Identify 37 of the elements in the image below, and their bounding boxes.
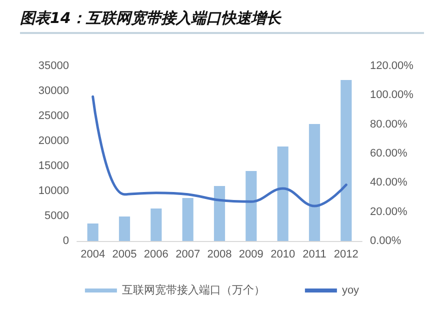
y2-tick-label: 120.00% — [370, 60, 414, 72]
y-tick-label: 35000 — [38, 60, 69, 72]
chart-title: 图表14：互联网宽带接入端口快速增长 — [20, 4, 424, 34]
bar — [87, 224, 98, 241]
x-tick-label: 2006 — [144, 248, 168, 260]
y2-tick-label: 20.00% — [370, 206, 408, 218]
legend-label: 互联网宽带接入端口（万个） — [122, 284, 265, 296]
x-tick-label: 2007 — [176, 248, 200, 260]
x-tick-label: 2011 — [302, 248, 326, 260]
bar — [182, 198, 194, 241]
y-tick-label: 25000 — [38, 110, 69, 122]
bar — [340, 80, 352, 241]
x-tick-label: 2009 — [238, 248, 264, 260]
y2-tick-label: 80.00% — [370, 118, 408, 130]
y-tick-label: 5000 — [44, 210, 69, 222]
y-tick-label: 15000 — [38, 160, 69, 172]
legend-label: yoy — [342, 284, 360, 296]
y2-tick-label: 100.00% — [370, 89, 414, 102]
bar — [246, 171, 257, 241]
bar — [150, 208, 162, 241]
x-tick-label: 2005 — [112, 248, 137, 260]
x-tick-label: 2008 — [207, 248, 232, 260]
y-tick-label: 0 — [62, 235, 69, 247]
y-tick-label: 10000 — [38, 185, 69, 197]
y2-tick-label: 60.00% — [370, 148, 408, 160]
bar — [118, 216, 130, 241]
y2-tick-label: 0.00% — [370, 235, 402, 247]
bar — [214, 186, 226, 241]
y-tick-label: 30000 — [38, 85, 69, 97]
x-tick-label: 2012 — [334, 248, 358, 260]
x-tick-label: 2010 — [270, 248, 296, 260]
bar — [277, 146, 288, 241]
x-tick-label: 2004 — [80, 248, 106, 260]
line-series — [92, 95, 348, 208]
y2-tick-label: 40.00% — [370, 176, 408, 189]
y-tick-label: 20000 — [38, 135, 69, 147]
bar — [308, 124, 320, 241]
